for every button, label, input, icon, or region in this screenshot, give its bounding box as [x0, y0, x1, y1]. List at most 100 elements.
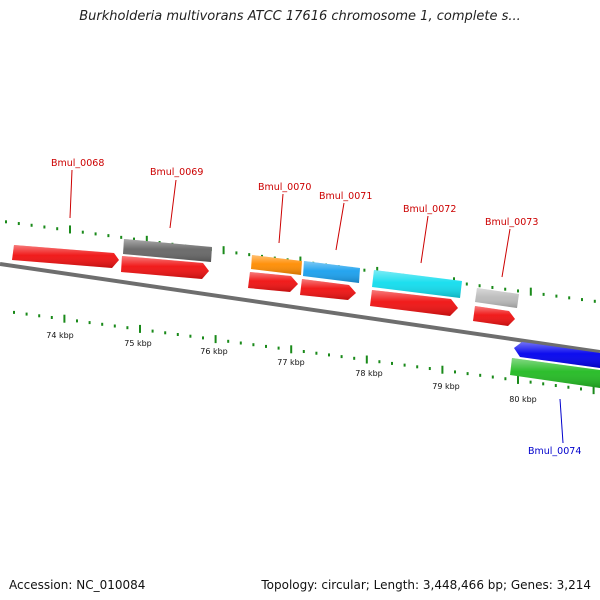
tick-mark	[428, 367, 431, 371]
tick-mark	[235, 251, 238, 255]
label-connector	[559, 398, 564, 444]
tick-mark	[101, 322, 104, 326]
tick-mark	[202, 336, 204, 340]
map-title: Burkholderia multivorans ATCC 17616 chro…	[79, 9, 521, 24]
tick-mark	[113, 324, 116, 328]
tick-mark	[139, 324, 141, 333]
cds-0071-shading	[303, 261, 360, 283]
tick-mark	[580, 387, 582, 391]
tick-mark	[252, 343, 255, 347]
tick-mark	[94, 232, 97, 236]
tick-mark	[581, 298, 583, 302]
tick-mark	[554, 384, 557, 388]
tick-mark	[176, 333, 179, 337]
chromosome-backbone	[0, 262, 600, 354]
gene-label[interactable]: Bmul_0071	[319, 191, 372, 202]
cds-0074-shading	[510, 358, 600, 388]
tick-mark	[227, 339, 230, 343]
tick-mark	[265, 344, 267, 348]
gene-arrow-0068-shading	[12, 245, 119, 268]
tick-mark	[479, 373, 482, 377]
tick-mark	[491, 375, 494, 379]
tick-mark	[76, 319, 78, 323]
accession-text: Accession: NC_010084	[9, 578, 146, 592]
tick-label: 79 kbp	[432, 382, 460, 391]
tick-mark	[120, 235, 123, 239]
tick-mark	[299, 256, 302, 265]
gene-arrow-0071-shading	[300, 279, 356, 300]
label-connector	[501, 228, 511, 278]
tick-mark	[454, 370, 456, 374]
label-connector	[169, 179, 177, 229]
tick-mark	[50, 315, 53, 319]
tick-mark	[567, 385, 570, 389]
gene-arrow-0073-shading	[473, 306, 515, 326]
tick-mark	[391, 361, 393, 365]
tick-mark	[555, 294, 558, 298]
tick-label: 80 kbp	[509, 395, 537, 404]
tick-mark	[13, 310, 15, 314]
feature-layer	[12, 239, 600, 388]
tick-mark	[315, 351, 318, 355]
cds-0073-shading	[475, 288, 519, 308]
tick-mark	[478, 284, 481, 288]
tick-mark	[277, 346, 280, 350]
topology-text: Topology: circular; Length: 3,448,466 bp…	[261, 578, 591, 592]
tick-mark	[542, 292, 545, 296]
tick-mark	[593, 299, 596, 303]
tick-mark	[17, 222, 20, 226]
tick-mark	[222, 246, 225, 255]
cds-0069-shading	[123, 239, 212, 262]
gene-label[interactable]: Bmul_0073	[485, 217, 538, 228]
tick-mark	[214, 335, 217, 344]
gene-arrow-0070-shading	[248, 272, 298, 292]
tick-mark	[290, 345, 293, 354]
tick-mark	[328, 353, 330, 357]
gene-arrow-0074-shading	[514, 342, 600, 368]
tick-mark	[63, 314, 66, 323]
label-connector	[69, 169, 73, 219]
gene-label[interactable]: Bmul_0072	[403, 204, 456, 215]
tick-mark	[529, 287, 532, 296]
tick-mark	[56, 227, 59, 231]
label-connector	[420, 215, 429, 264]
gene-arrow-0069-shading	[121, 256, 209, 279]
gene-label[interactable]: Bmul_0068	[51, 158, 104, 169]
tick-mark	[69, 225, 71, 234]
tick-mark	[491, 285, 494, 289]
tick-mark	[340, 355, 343, 359]
tick-mark	[403, 363, 406, 367]
tick-mark	[302, 350, 305, 354]
label-connector	[335, 202, 345, 251]
cds-0070-shading	[251, 255, 302, 275]
tick-mark	[365, 355, 368, 364]
tick-label: 74 kbp	[46, 331, 74, 340]
tick-mark	[164, 331, 167, 335]
tick-mark	[81, 230, 84, 234]
tick-mark	[126, 326, 129, 330]
tick-mark	[107, 234, 110, 238]
tick-label: 75 kbp	[124, 339, 152, 348]
gene-label[interactable]: Bmul_0070	[258, 182, 311, 193]
tick-mark	[353, 356, 356, 360]
tick-mark	[151, 329, 154, 333]
tick-mark	[504, 287, 507, 291]
tick-mark	[378, 360, 381, 364]
tick-label-layer: 74 kbp 75 kbp 76 kbp 77 kbp 78 kbp 79 kbp 80 k…	[46, 331, 537, 404]
tick-label: 78 kbp	[355, 369, 383, 378]
tick-mark	[5, 220, 7, 224]
tick-mark	[441, 365, 444, 374]
tick-mark	[239, 341, 242, 345]
gene-arrow-0072-shading	[370, 290, 458, 316]
tick-mark	[38, 314, 41, 318]
tick-mark	[363, 268, 366, 272]
gene-label[interactable]: Bmul_0069	[150, 167, 203, 178]
gene-label-layer: Bmul_0068 Bmul_0069 Bmul_0070 Bmul_0071 Bmul…	[51, 158, 581, 457]
tick-mark	[465, 282, 468, 286]
label-connectors	[69, 169, 564, 444]
gene-label[interactable]: Bmul_0074	[528, 446, 581, 457]
lower-tick-track	[13, 310, 595, 395]
tick-mark	[43, 225, 46, 229]
tick-mark	[517, 375, 519, 384]
